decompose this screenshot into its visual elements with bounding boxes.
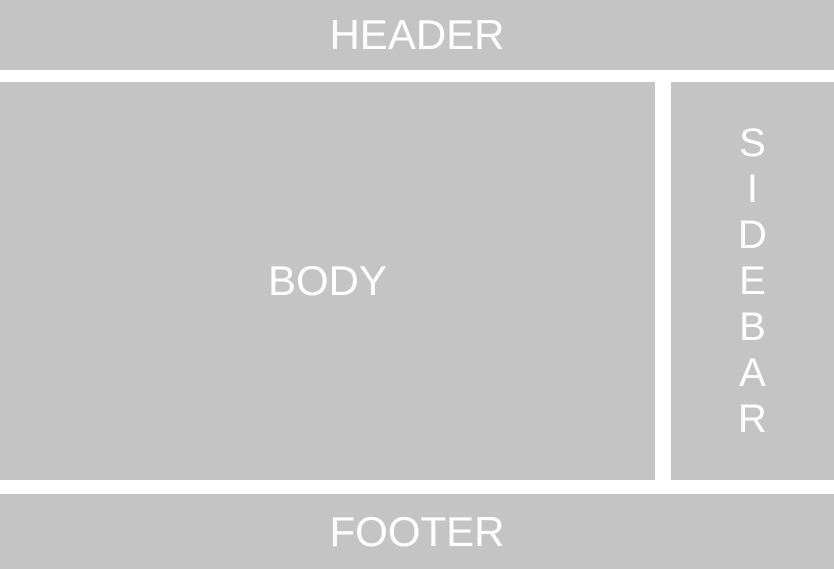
sidebar-letter: E (739, 259, 766, 303)
sidebar-letter: B (739, 305, 766, 349)
footer-region: FOOTER (0, 494, 834, 569)
sidebar-region: S I D E B A R (671, 82, 834, 480)
sidebar-letter: R (738, 397, 767, 441)
body-label: BODY (267, 257, 388, 304)
header-label: HEADER (329, 11, 505, 58)
footer-label: FOOTER (329, 507, 505, 555)
sidebar-letter: D (738, 213, 767, 257)
sidebar-vertical-label: S I D E B A R (738, 121, 767, 441)
sidebar-letter: S (739, 121, 766, 165)
body-region: BODY (0, 82, 655, 480)
header-region: HEADER (0, 0, 834, 70)
sidebar-letter: A (739, 351, 766, 395)
sidebar-letter: I (746, 167, 759, 211)
